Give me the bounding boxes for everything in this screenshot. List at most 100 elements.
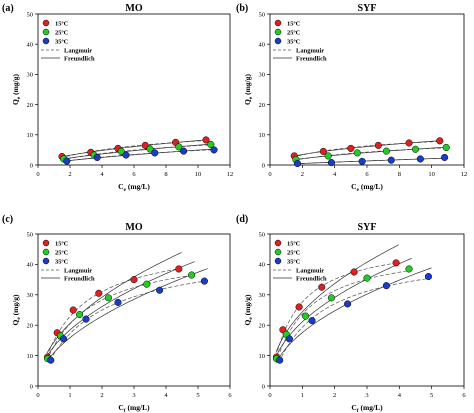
freundlich-fit-line <box>292 140 444 157</box>
data-point-2 <box>175 143 183 151</box>
y-tick-label: 50 <box>27 231 34 238</box>
x-tick-label: 6 <box>365 171 369 178</box>
data-point-3 <box>156 286 164 294</box>
legend-label: Freundlich <box>296 55 327 62</box>
langmuir-fit-line <box>275 262 399 358</box>
langmuir-fit-line <box>59 140 210 159</box>
legend-label: 25ºC <box>287 249 301 256</box>
x-tick-label: 2 <box>68 171 71 178</box>
data-point-1 <box>69 306 77 314</box>
legend-marker <box>42 37 50 45</box>
y-tick-label: 20 <box>27 102 34 109</box>
data-point-2 <box>363 274 371 282</box>
legend-marker <box>42 257 50 265</box>
x-tick-label: 12 <box>227 171 234 178</box>
y-tick-label: 30 <box>259 72 266 79</box>
data-point-3 <box>63 157 71 165</box>
chart-panel-3: (c) MO 0 1 2 3 4 5 6 0 10 20 30 40 50 Cf (mg/L) Qe (mg/g… <box>2 214 232 413</box>
legend-label: 15ºC <box>55 240 69 247</box>
data-point-2 <box>324 152 332 160</box>
data-point-3 <box>151 149 159 157</box>
data-point-2 <box>353 149 361 157</box>
legend-label: Langmuir <box>64 267 92 274</box>
legend-marker <box>274 239 282 247</box>
y-tick-label: 30 <box>27 292 34 299</box>
x-tick-label: 2 <box>100 392 103 399</box>
data-point-1 <box>95 289 103 297</box>
data-point-1 <box>295 303 303 311</box>
data-point-3 <box>114 298 122 306</box>
legend-marker <box>42 19 50 27</box>
data-point-1 <box>319 147 327 155</box>
legend-label: 35ºC <box>287 38 301 45</box>
y-tick-label: 10 <box>259 353 266 360</box>
chart-title: SYF <box>358 3 377 14</box>
data-point-1 <box>350 268 358 276</box>
panel-label: (a) <box>2 3 14 14</box>
data-point-3 <box>122 151 130 159</box>
x-tick-label: 1 <box>301 392 304 399</box>
legend-label: 35ºC <box>287 258 301 265</box>
x-tick-label: 10 <box>428 171 435 178</box>
langmuir-fit-line <box>293 147 450 161</box>
x-tick-label: 4 <box>398 392 402 399</box>
data-point-3 <box>416 155 424 163</box>
data-point-3 <box>344 300 352 308</box>
data-point-3 <box>285 335 293 343</box>
data-point-3 <box>82 315 90 323</box>
y-axis-label: Qe (mg/g) <box>243 294 254 326</box>
data-point-2 <box>104 294 112 302</box>
legend-label: Langmuir <box>296 267 324 274</box>
x-tick-label: 4 <box>164 392 168 399</box>
data-point-1 <box>130 276 138 284</box>
data-point-1 <box>347 144 355 152</box>
freundlich-fit-line <box>60 139 210 158</box>
data-point-3 <box>276 356 284 364</box>
data-point-1 <box>175 265 183 273</box>
panel-label: (c) <box>2 214 13 225</box>
y-tick-label: 10 <box>27 353 34 360</box>
data-point-1 <box>392 259 400 267</box>
y-tick-label: 10 <box>27 132 34 139</box>
data-point-2 <box>442 143 450 152</box>
freundlich-fit-line <box>46 261 195 357</box>
freundlich-fit-line <box>293 146 450 161</box>
data-point-3 <box>382 282 390 290</box>
langmuir-fit-line <box>46 268 182 357</box>
y-tick-label: 20 <box>259 102 266 109</box>
data-point-1 <box>374 141 382 149</box>
x-tick-label: 1 <box>68 392 71 399</box>
data-point-3 <box>293 159 302 168</box>
data-point-2 <box>207 140 215 149</box>
freundlich-fit-line <box>64 148 218 162</box>
chart-panel-1: (a) MO 0 2 4 6 8 10 12 0 10 20 30 40 50 Ce (mg/L) Qe (mg… <box>2 3 233 193</box>
langmuir-fit-line <box>275 269 412 364</box>
y-axis-label: Qe (mg/g) <box>11 294 22 326</box>
data-point-2 <box>382 147 390 155</box>
x-tick-label: 8 <box>398 171 401 178</box>
y-tick-label: 0 <box>30 162 33 169</box>
freundlich-fit-line <box>49 268 208 358</box>
x-tick-label: 0 <box>268 392 271 399</box>
chart-panel-4: (d) SYF 0 1 2 3 4 5 6 0 10 20 30 40 50 Cf (mg/L) Qe (mg/… <box>236 214 466 413</box>
data-point-1 <box>141 141 149 149</box>
plot-frame <box>37 13 231 166</box>
x-tick-label: 10 <box>195 171 202 178</box>
data-point-3 <box>308 317 316 325</box>
data-point-2 <box>117 147 125 155</box>
data-point-2 <box>146 145 154 153</box>
legend-label: Freundlich <box>64 275 95 282</box>
data-point-3 <box>441 153 449 161</box>
x-axis-label: Cf (mg/L) <box>351 403 383 413</box>
legend-label: 15ºC <box>55 20 69 27</box>
data-point-2 <box>411 145 420 153</box>
data-point-3 <box>180 147 188 155</box>
y-tick-label: 30 <box>259 292 266 299</box>
legend-marker <box>274 248 282 256</box>
data-point-2 <box>302 312 310 320</box>
freundlich-fit-line <box>61 143 215 160</box>
y-axis-label: Qe (mg/g) <box>243 73 254 105</box>
legend-marker <box>274 28 282 36</box>
data-point-3 <box>47 356 55 364</box>
data-point-2 <box>76 311 84 319</box>
